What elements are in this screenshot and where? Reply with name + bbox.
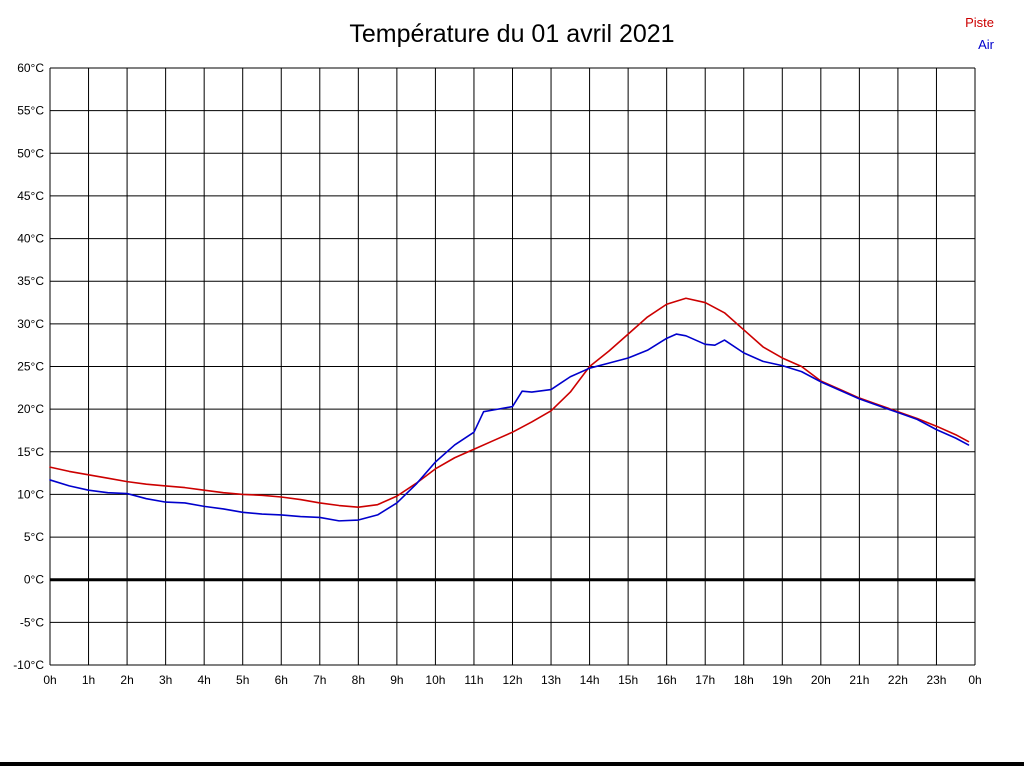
- x-tick-label: 0h: [968, 673, 981, 687]
- x-tick-label: 14h: [580, 673, 600, 687]
- x-tick-label: 1h: [82, 673, 95, 687]
- x-tick-label: 9h: [390, 673, 403, 687]
- chart-title: Température du 01 avril 2021: [349, 20, 675, 48]
- y-tick-label: 45°C: [17, 189, 44, 203]
- x-tick-label: 5h: [236, 673, 249, 687]
- x-tick-label: 22h: [888, 673, 908, 687]
- series-line-air: [49, 333, 970, 522]
- x-tick-label: 10h: [425, 673, 445, 687]
- x-tick-label: 13h: [541, 673, 561, 687]
- y-tick-label: 25°C: [17, 360, 44, 374]
- x-tick-label: 16h: [657, 673, 677, 687]
- x-tick-label: 15h: [618, 673, 638, 687]
- x-tick-label: 6h: [275, 673, 288, 687]
- series-line-piste: [49, 297, 970, 509]
- y-tick-label: 0°C: [24, 573, 44, 587]
- y-tick-label: 20°C: [17, 402, 44, 416]
- y-tick-label: 50°C: [17, 146, 44, 160]
- y-tick-label: 15°C: [17, 445, 44, 459]
- y-tick-label: 30°C: [17, 317, 44, 331]
- y-tick-label: 55°C: [17, 104, 44, 118]
- x-tick-label: 20h: [811, 673, 831, 687]
- x-tick-label: 0h: [43, 673, 56, 687]
- x-tick-label: 19h: [772, 673, 792, 687]
- x-tick-label: 4h: [197, 673, 210, 687]
- y-tick-label: 5°C: [24, 530, 44, 544]
- x-tick-label: 23h: [926, 673, 946, 687]
- x-tick-label: 18h: [734, 673, 754, 687]
- bottom-border: [0, 762, 1024, 766]
- x-tick-label: 7h: [313, 673, 326, 687]
- legend-item-air: Air: [978, 37, 994, 52]
- x-tick-label: 8h: [352, 673, 365, 687]
- x-tick-label: 17h: [695, 673, 715, 687]
- y-tick-label: 10°C: [17, 487, 44, 501]
- x-tick-label: 12h: [502, 673, 522, 687]
- x-tick-label: 2h: [120, 673, 133, 687]
- y-tick-label: 60°C: [17, 61, 44, 75]
- y-tick-label: -10°C: [13, 658, 44, 672]
- y-tick-label: 35°C: [17, 274, 44, 288]
- x-tick-label: 3h: [159, 673, 172, 687]
- chart-legend: Piste Air: [965, 12, 994, 56]
- y-tick-label: 40°C: [17, 232, 44, 246]
- legend-item-piste: Piste: [965, 15, 994, 30]
- x-tick-label: 21h: [849, 673, 869, 687]
- x-tick-label: 11h: [464, 673, 483, 687]
- y-tick-label: -5°C: [20, 615, 44, 629]
